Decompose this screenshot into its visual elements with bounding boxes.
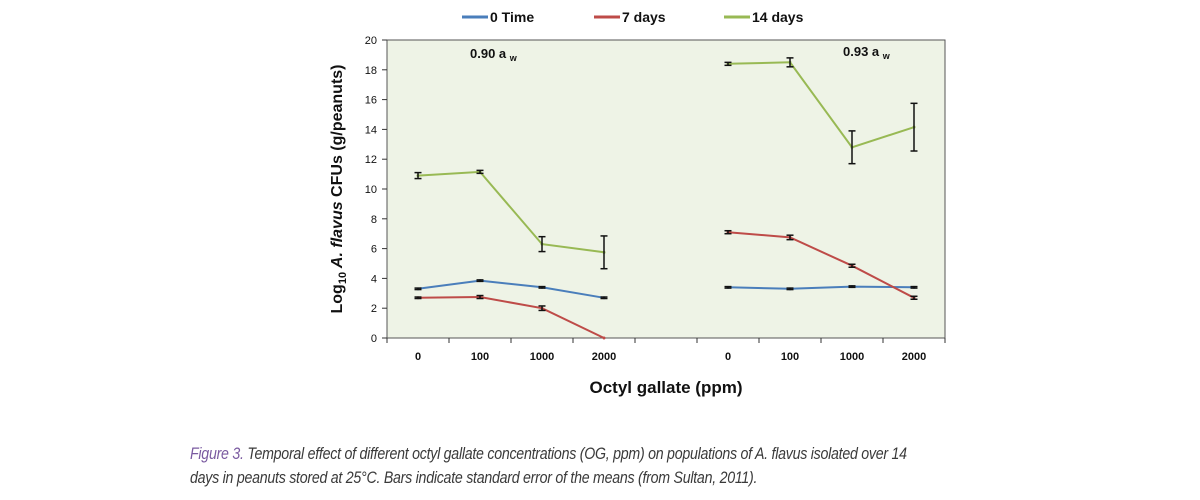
series-line — [417, 170, 605, 254]
figure-caption: Figure 3. Temporal effect of different o… — [190, 442, 930, 490]
x-tick-label: 100 — [471, 351, 489, 363]
y-tick-label: 12 — [365, 154, 377, 166]
figure-label: Figure 3. — [190, 445, 244, 463]
legend-label: 14 days — [752, 9, 804, 25]
y-tick-label: 18 — [365, 65, 377, 77]
caption-text: Temporal effect of different octyl galla… — [190, 445, 907, 487]
x-tick-label: 100 — [781, 351, 799, 363]
series-line — [417, 279, 605, 299]
x-tick-label: 1000 — [840, 351, 864, 363]
y-axis-title-part: Log — [329, 284, 346, 313]
y-axis-title-part: CFUs (g/peanuts) — [329, 64, 346, 196]
y-tick-label: 4 — [371, 273, 377, 285]
data-point — [602, 336, 606, 340]
y-axis-title-part: A. flavus — [329, 197, 346, 272]
plot-area — [386, 39, 946, 339]
panel-label: 0.90 a w — [470, 46, 518, 63]
y-tick-label: 10 — [365, 184, 377, 196]
x-tick-label: 2000 — [592, 351, 616, 363]
panel-label: 0.93 a w — [843, 44, 891, 61]
series-line — [727, 285, 915, 290]
y-tick-label: 2 — [371, 303, 377, 315]
y-tick-label: 14 — [365, 124, 377, 136]
y-tick-label: 20 — [365, 35, 377, 47]
legend-label: 0 Time — [490, 9, 534, 25]
y-tick-label: 0 — [371, 333, 377, 345]
panel-label-main: 0.93 a — [843, 44, 883, 59]
y-axis-title: Log10 A. flavus CFUs (g/peanuts) — [329, 64, 349, 313]
y-tick-label: 6 — [371, 244, 377, 256]
x-tick-label: 2000 — [902, 351, 926, 363]
series-line — [417, 295, 605, 339]
y-tick-label: 8 — [371, 214, 377, 226]
x-tick-label: 0 — [415, 351, 421, 363]
line-chart: 0 2 4 6 8 10 12 14 16 18 20 0 100 1000 2000 0 100 1000 200… — [329, 9, 946, 397]
panel-label-main: 0.90 a — [470, 46, 510, 61]
series-line — [727, 61, 915, 149]
panel-label-sub: w — [882, 51, 891, 61]
y-axis-title-part: 10 — [337, 272, 349, 284]
x-tick-label: 0 — [725, 351, 731, 363]
legend-label: 7 days — [622, 9, 666, 25]
x-axis-title: Octyl gallate (ppm) — [589, 378, 742, 397]
x-tick-label: 1000 — [530, 351, 554, 363]
series-line — [727, 231, 915, 299]
panel-label-sub: w — [509, 53, 518, 63]
y-tick-label: 16 — [365, 95, 377, 107]
